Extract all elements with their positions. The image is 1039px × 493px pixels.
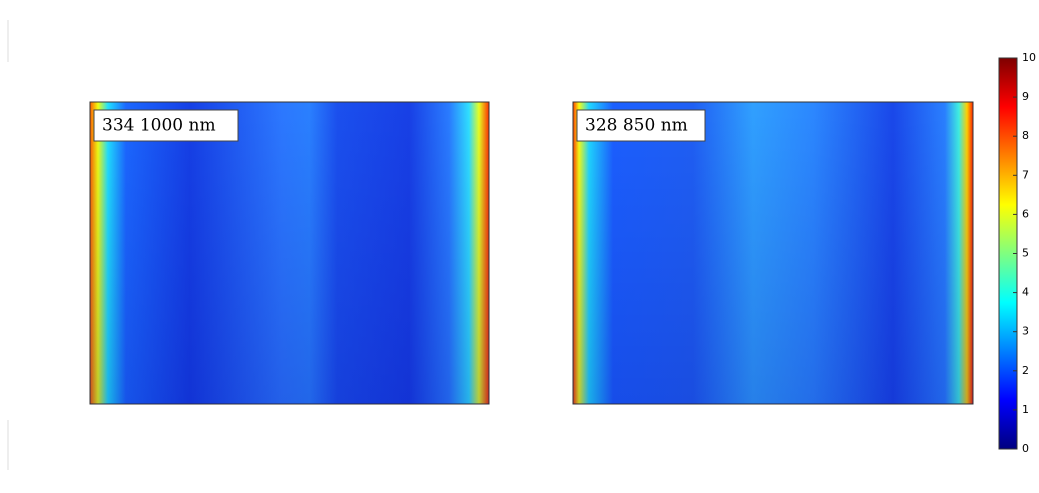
colorbar-tick-label: 10 <box>1022 51 1036 64</box>
colorbar-tick-label: 0 <box>1022 442 1029 455</box>
panel-label: 328 850 nm <box>585 116 688 136</box>
heatmap-shade <box>90 102 489 404</box>
panel-label: 334 1000 nm <box>102 116 216 136</box>
label-box <box>576 109 706 142</box>
colorbar-tick-label: 3 <box>1022 325 1029 338</box>
heatmap-shade <box>573 102 973 404</box>
colorbar-tick-label: 9 <box>1022 90 1029 103</box>
colorbar-tick-label: 7 <box>1022 168 1029 181</box>
colorbar-tick-label: 5 <box>1022 247 1029 260</box>
panel: 334 1000 nm <box>89 101 490 405</box>
label-box <box>93 109 239 142</box>
colorbar-tick-label: 2 <box>1022 364 1029 377</box>
panel: 328 850 nm <box>572 101 974 405</box>
colorbar-tick-label: 8 <box>1022 129 1029 142</box>
colorbar-tick-label: 1 <box>1022 403 1029 416</box>
colorbar-tick-label: 4 <box>1022 286 1029 299</box>
colorbar-tick-label: 6 <box>1022 207 1029 220</box>
